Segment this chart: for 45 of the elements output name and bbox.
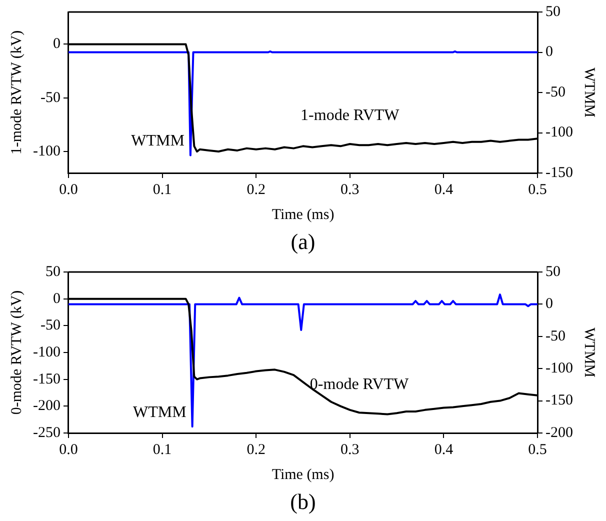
text: (a) [290,228,316,256]
x-tick-label: 0.4 [434,182,454,198]
y-axis-title: 1-mode RVTW (kV) [8,30,25,155]
y-tick-label: -200 [32,398,60,414]
x-axis-title: Time (ms) [272,206,334,223]
x-tick-label: 0.3 [340,182,360,198]
x-tick-label: 0.0 [59,442,78,458]
y2-tick-label: -150 [546,164,574,181]
y-axis-title: 0-mode RVTW (kV) [8,290,25,415]
y2-axis-title: WTMM [581,68,598,118]
y2-tick-label: 0 [546,296,554,312]
x-tick-label: 0.2 [246,442,266,458]
x-tick-label: 0.2 [246,182,266,198]
x-tick-label: 0.5 [528,182,547,198]
y2-tick-label: -100 [546,124,574,141]
x-tick-label: 0.1 [152,442,172,458]
y-tick-label: -50 [40,318,60,334]
y-tick-label: -150 [32,371,60,388]
y-tick-label: 0 [52,36,60,52]
y-tick-label: 0 [52,290,60,307]
x-axis-title: Time (ms) [272,466,334,483]
y-tick-label: -100 [32,143,60,160]
text: (b) [289,488,317,516]
y2-tick-label: 50 [546,264,561,280]
x-tick-label: 0.3 [340,442,360,458]
y-tick-label: -50 [40,90,60,106]
y2-tick-label: -100 [546,360,574,377]
y2-tick-label: -200 [546,424,574,441]
y-tick-label: -250 [32,424,60,441]
y2-tick-label: -50 [546,84,566,100]
series-label: 1-mode RVTW [300,107,400,124]
x-tick-label: 0.0 [59,182,78,198]
y-tick-label: -100 [32,344,60,360]
y2-tick-label: -150 [546,392,574,409]
series-label: WTMM [131,132,184,150]
y2-tick-label: 50 [546,4,561,20]
series-label: WTMM [132,404,186,421]
x-tick-label: 0.4 [434,442,454,458]
y2-axis-title: WTMM [581,328,598,378]
series-label: 0-mode RVTW [310,376,410,393]
y2-tick-label: 0 [546,44,554,60]
x-tick-label: 0.1 [152,182,172,198]
y2-tick-label: -50 [546,328,566,344]
x-tick-label: 0.5 [528,442,547,458]
y-tick-label: 50 [45,264,60,280]
